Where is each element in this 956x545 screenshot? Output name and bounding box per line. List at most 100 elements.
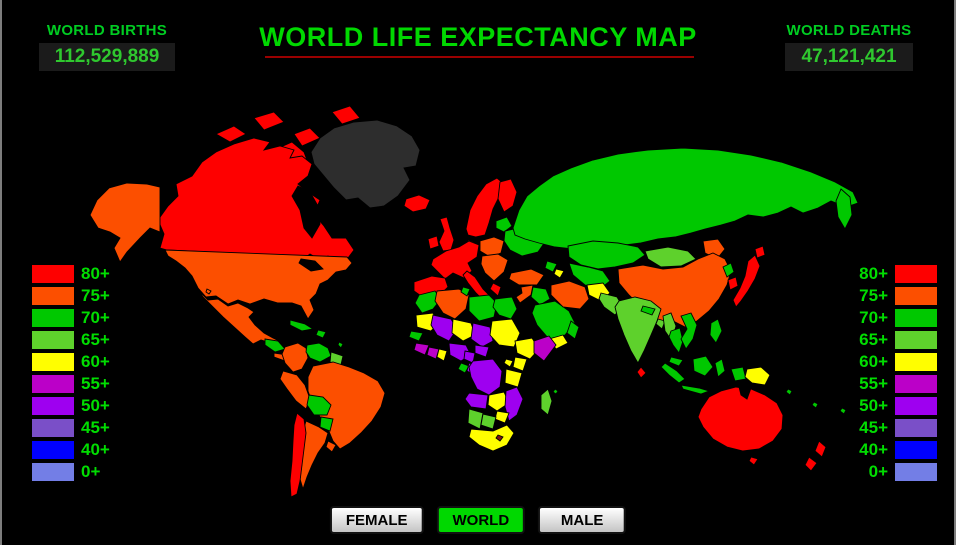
region-venezuela[interactable] bbox=[305, 342, 332, 363]
region-sri-lanka[interactable] bbox=[636, 366, 647, 379]
region-poland[interactable] bbox=[479, 236, 505, 258]
region-malaysia[interactable] bbox=[668, 356, 684, 367]
region-comoros[interactable] bbox=[552, 388, 559, 395]
region-niger[interactable] bbox=[451, 318, 476, 342]
region-fiji[interactable] bbox=[839, 407, 847, 415]
region-uganda[interactable] bbox=[503, 358, 514, 368]
region-zimbabwe[interactable] bbox=[494, 410, 510, 424]
region-morocco[interactable] bbox=[414, 290, 442, 314]
region-alaska[interactable] bbox=[89, 182, 161, 263]
region-caucasus-south[interactable] bbox=[553, 268, 565, 279]
region-ivory-coast[interactable] bbox=[426, 346, 440, 360]
region-mozambique[interactable] bbox=[504, 386, 524, 422]
region-papua-new-guinea[interactable] bbox=[744, 366, 771, 386]
region-central-asia[interactable] bbox=[568, 262, 611, 290]
region-zambia[interactable] bbox=[487, 391, 510, 412]
region-sumatra[interactable] bbox=[660, 362, 686, 384]
region-south-korea[interactable] bbox=[727, 276, 739, 291]
region-madagascar[interactable] bbox=[540, 388, 553, 416]
region-thailand[interactable] bbox=[668, 327, 684, 354]
region-colombia[interactable] bbox=[281, 342, 309, 373]
region-senegal[interactable] bbox=[408, 330, 424, 342]
region-south-africa[interactable] bbox=[468, 424, 515, 452]
region-java[interactable] bbox=[680, 384, 711, 395]
region-australia[interactable] bbox=[697, 386, 784, 452]
region-bolivia[interactable] bbox=[306, 394, 332, 416]
region-sulawesi[interactable] bbox=[714, 358, 726, 378]
region-hispaniola[interactable] bbox=[315, 329, 327, 339]
region-new-zealand-north[interactable] bbox=[814, 440, 827, 458]
region-sudan[interactable] bbox=[489, 318, 521, 348]
region-mexico[interactable] bbox=[198, 290, 281, 345]
region-india[interactable] bbox=[614, 296, 662, 364]
region-ireland[interactable] bbox=[427, 235, 440, 250]
toggle-male-button[interactable]: MALE bbox=[538, 506, 627, 534]
region-peru[interactable] bbox=[279, 370, 311, 410]
region-hokkaido[interactable] bbox=[754, 245, 766, 259]
region-north-korea[interactable] bbox=[722, 262, 735, 278]
region-paraguay[interactable] bbox=[319, 416, 334, 432]
region-egypt[interactable] bbox=[492, 296, 518, 320]
region-gabon[interactable] bbox=[457, 362, 470, 374]
toggle-female-button[interactable]: FEMALE bbox=[329, 506, 424, 534]
region-botswana[interactable] bbox=[480, 413, 497, 430]
toggle-world-button[interactable]: WORLD bbox=[436, 506, 526, 534]
region-kamchatka[interactable] bbox=[835, 188, 853, 230]
region-caucasus[interactable] bbox=[544, 260, 558, 273]
region-greece[interactable] bbox=[489, 282, 502, 297]
region-saudi-arabia[interactable] bbox=[531, 300, 576, 340]
region-tunisia[interactable] bbox=[460, 286, 471, 297]
region-libya[interactable] bbox=[468, 294, 498, 322]
region-manchuria[interactable] bbox=[702, 238, 726, 260]
region-iraq[interactable] bbox=[530, 286, 551, 306]
region-finland[interactable] bbox=[497, 178, 518, 213]
region-honduras-nicaragua[interactable] bbox=[264, 338, 286, 353]
region-mali[interactable] bbox=[430, 314, 458, 342]
region-oman[interactable] bbox=[566, 320, 580, 340]
region-guinea[interactable] bbox=[413, 342, 430, 356]
region-kenya[interactable] bbox=[512, 356, 528, 372]
region-namibia[interactable] bbox=[467, 408, 484, 430]
region-iceland[interactable] bbox=[403, 194, 431, 213]
region-chad[interactable] bbox=[470, 322, 494, 348]
region-central-balkans[interactable] bbox=[480, 253, 509, 282]
region-cuba[interactable] bbox=[289, 319, 315, 332]
region-central-african-republic[interactable] bbox=[474, 344, 490, 358]
region-japan[interactable] bbox=[732, 254, 761, 308]
region-ghana[interactable] bbox=[436, 348, 448, 362]
region-arctic-island-2[interactable] bbox=[253, 111, 285, 131]
region-arctic-island-1[interactable] bbox=[215, 125, 247, 143]
region-somalia[interactable] bbox=[533, 335, 557, 362]
region-lesser-antilles[interactable] bbox=[337, 341, 344, 349]
region-mongolia[interactable] bbox=[644, 246, 697, 268]
region-uruguay[interactable] bbox=[325, 440, 337, 453]
region-iran[interactable] bbox=[550, 280, 590, 310]
region-borneo[interactable] bbox=[692, 355, 714, 377]
region-laos-vietnam[interactable] bbox=[680, 312, 698, 350]
region-baltics[interactable] bbox=[495, 216, 513, 233]
region-philippines[interactable] bbox=[709, 318, 723, 344]
region-kazakhstan[interactable] bbox=[567, 240, 646, 270]
region-ethiopia[interactable] bbox=[514, 337, 540, 360]
region-angola[interactable] bbox=[464, 392, 489, 410]
region-hawaii[interactable] bbox=[205, 288, 212, 295]
region-new-zealand-south[interactable] bbox=[804, 456, 818, 472]
region-vanuatu[interactable] bbox=[811, 401, 819, 409]
region-usa[interactable] bbox=[164, 249, 353, 320]
region-drc[interactable] bbox=[468, 358, 503, 396]
region-west-papua[interactable] bbox=[730, 366, 747, 382]
region-bangladesh[interactable] bbox=[655, 318, 666, 330]
region-syria-levant[interactable] bbox=[515, 284, 534, 304]
region-tanzania[interactable] bbox=[504, 368, 523, 388]
region-turkey[interactable] bbox=[508, 268, 545, 286]
region-russia[interactable] bbox=[512, 147, 859, 250]
region-lesotho[interactable] bbox=[495, 434, 504, 442]
region-western-europe[interactable] bbox=[430, 240, 480, 280]
region-solomon-islands[interactable] bbox=[785, 388, 793, 396]
region-algeria[interactable] bbox=[434, 288, 470, 320]
region-tasmania[interactable] bbox=[748, 456, 759, 466]
region-arctic-island-4[interactable] bbox=[331, 105, 361, 125]
region-chile[interactable] bbox=[289, 412, 307, 498]
region-uk[interactable] bbox=[438, 216, 455, 252]
